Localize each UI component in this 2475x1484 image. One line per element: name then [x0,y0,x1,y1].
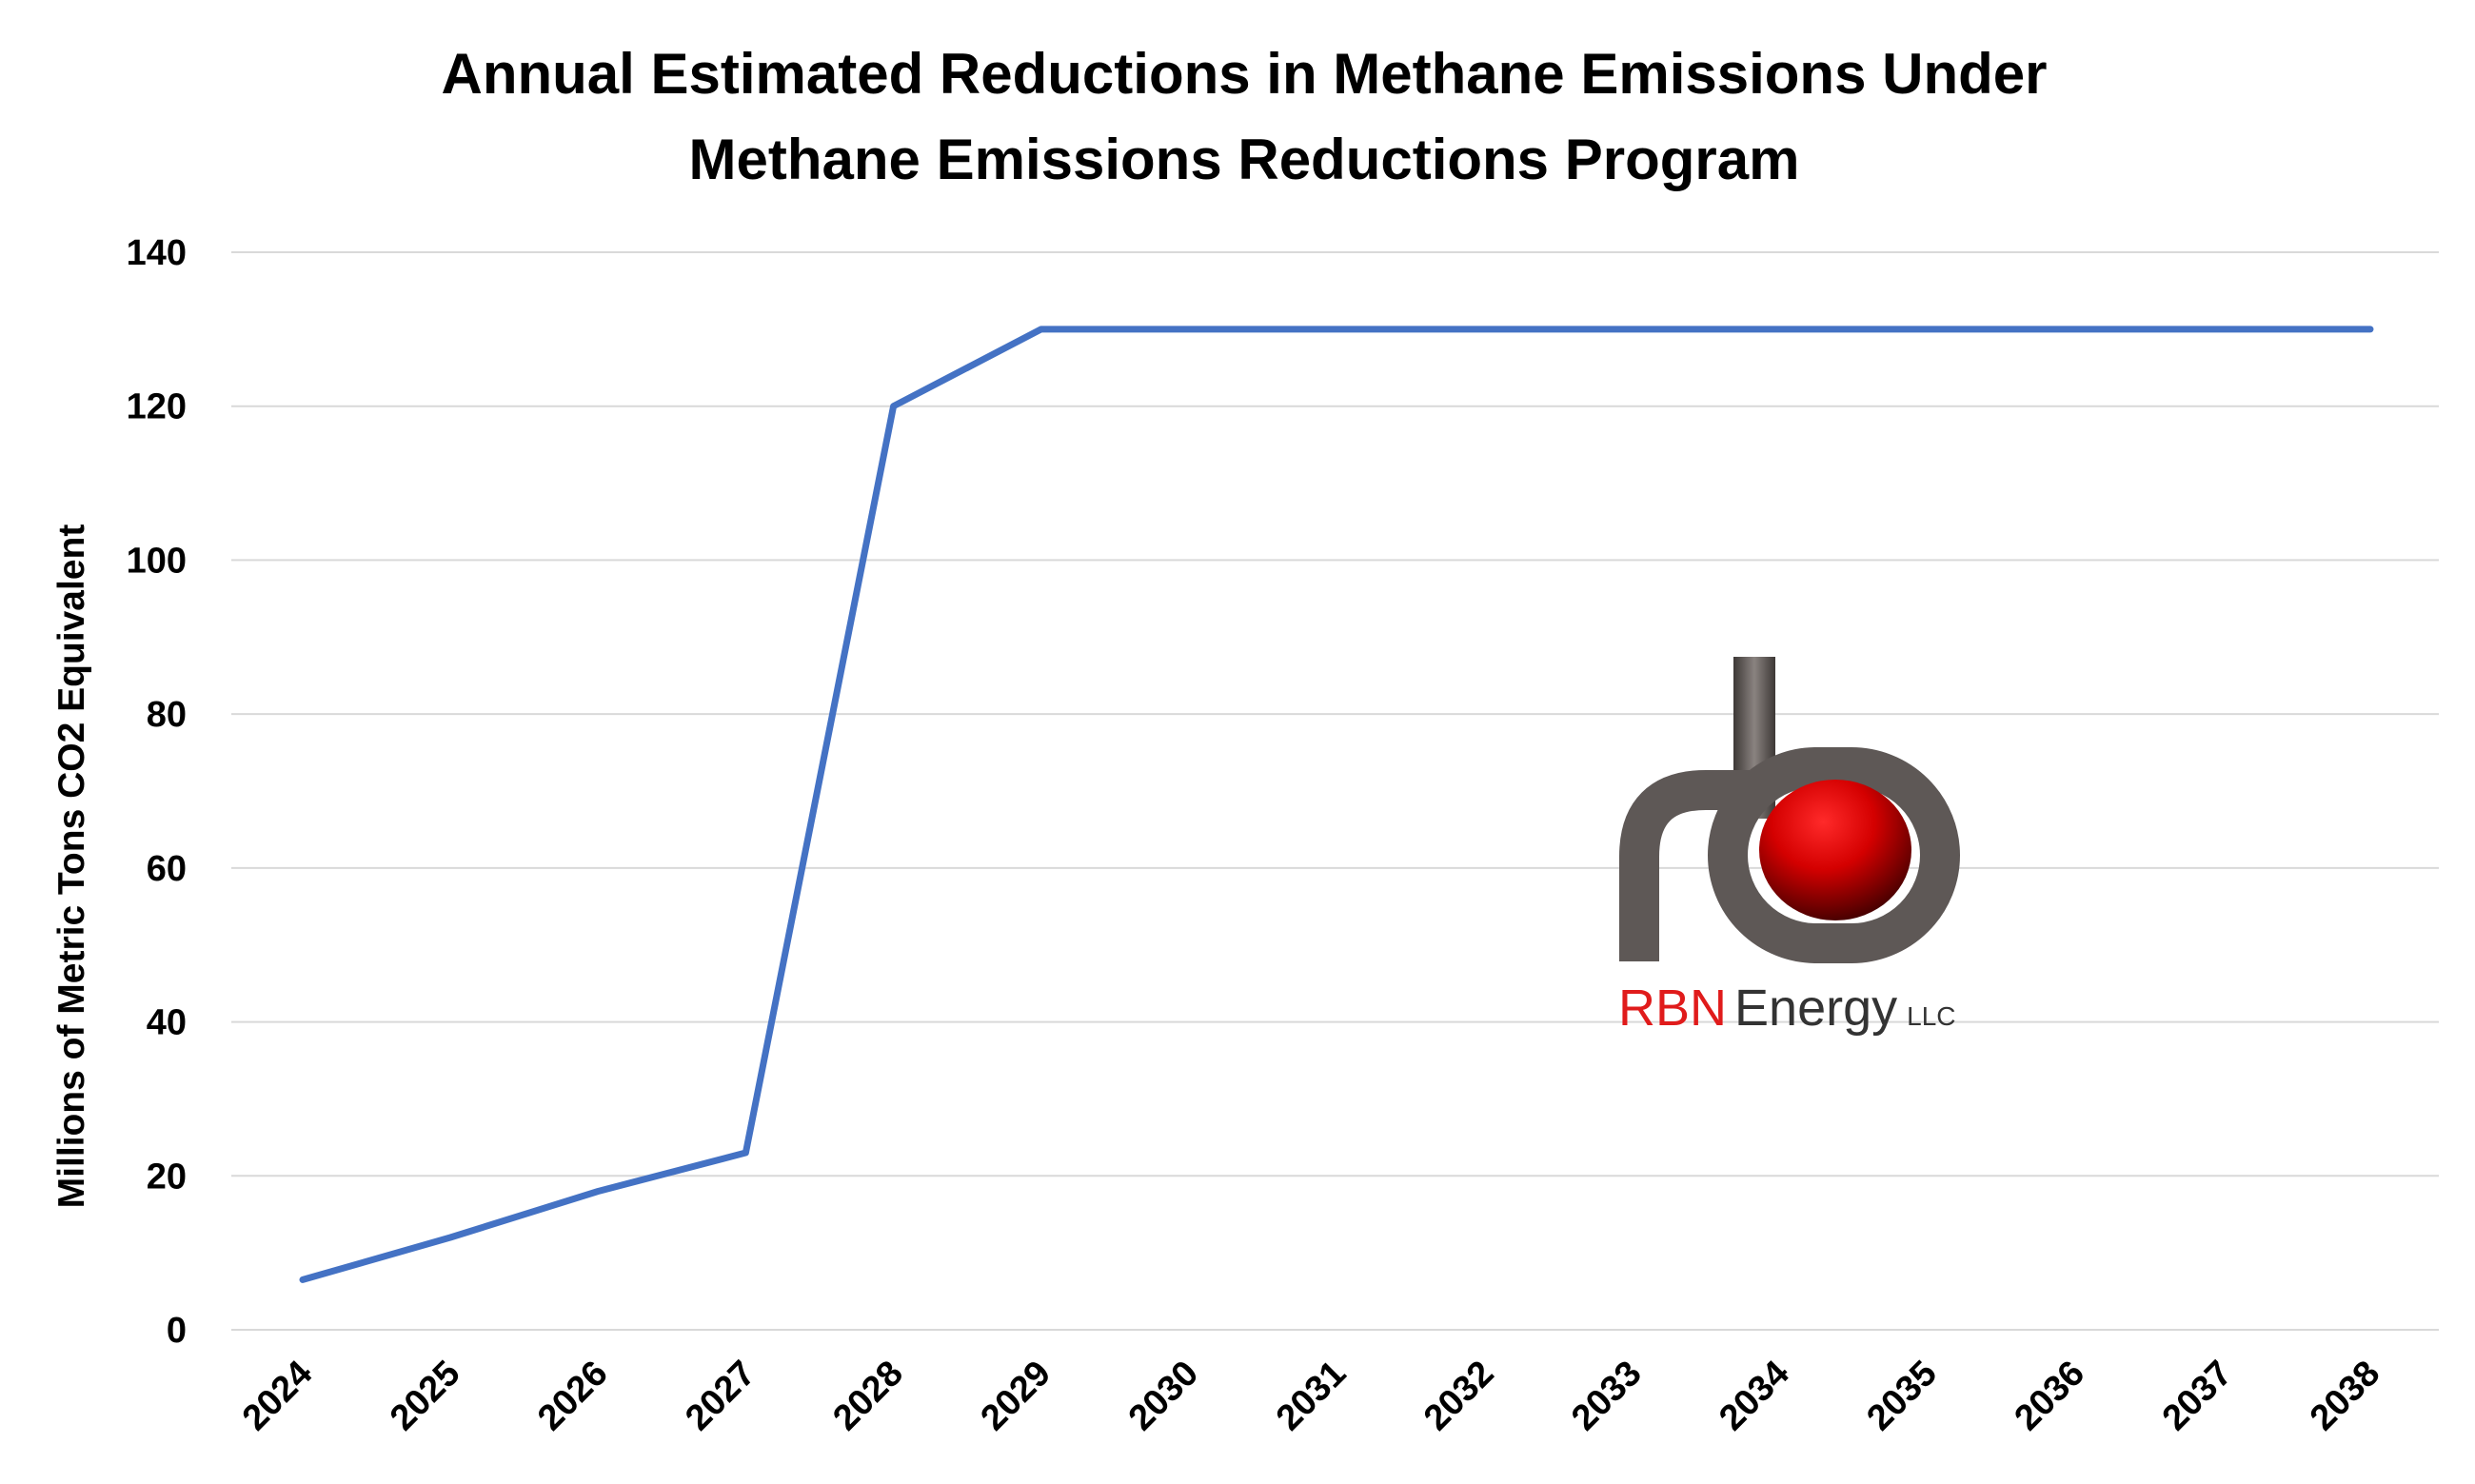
rbn-energy-logo: RBN Energy LLC [1618,657,1960,1037]
y-axis-label: Millions of Metric Tons CO2 Equivalent [51,524,92,1209]
series-line [299,326,2374,1283]
chart-title: Annual Estimated Reductions in Methane E… [442,42,2048,191]
x-tick-label: 2038 [2303,1354,2387,1438]
chart-title-line-1: Annual Estimated Reductions in Methane E… [442,42,2048,106]
logo-pipe-hook [1619,770,1752,961]
x-tick-label: 2033 [1564,1354,1649,1438]
x-tick-label: 2027 [678,1354,762,1438]
x-tick-label: 2034 [1712,1354,1796,1438]
logo-text: RBN Energy LLC [1618,979,1956,1037]
x-tick-label: 2036 [2008,1354,2092,1438]
chart-title-line-2: Methane Emissions Reductions Program [689,128,1800,191]
gridlines [231,251,2439,1331]
y-tick-label: 20 [147,1157,187,1197]
x-tick-label: 2035 [1859,1354,1944,1438]
y-tick-label: 0 [167,1311,187,1351]
x-tick-label: 2031 [1269,1354,1354,1438]
series-group [299,326,2374,1283]
y-axis-ticks: 0 20 40 60 80 100 120 140 [127,233,187,1351]
y-tick-label: 140 [127,233,187,273]
x-tick-label: 2024 [235,1354,320,1438]
x-tick-label: 2028 [825,1354,910,1438]
x-tick-label: 2025 [383,1354,467,1438]
x-tick-label: 2026 [530,1354,615,1438]
y-tick-label: 100 [127,541,187,581]
y-tick-label: 120 [127,387,187,427]
y-tick-label: 60 [147,849,187,889]
y-tick-label: 40 [147,1003,187,1043]
logo-pipe-ring [1708,747,1960,963]
x-tick-label: 2032 [1416,1354,1501,1438]
x-axis-ticks: 2024 2025 2026 2027 2028 2029 2030 2031 2032 2033… [235,1354,2387,1438]
logo-text-rbn: RBN [1618,979,1727,1037]
x-tick-label: 2037 [2155,1354,2240,1438]
logo-red-ball [1759,780,1911,920]
x-tick-label: 2030 [1121,1354,1206,1438]
y-tick-label: 80 [147,695,187,735]
logo-text-llc: LLC [1907,1001,1955,1031]
x-tick-label: 2029 [974,1354,1059,1438]
logo-text-energy: Energy [1734,979,1897,1037]
